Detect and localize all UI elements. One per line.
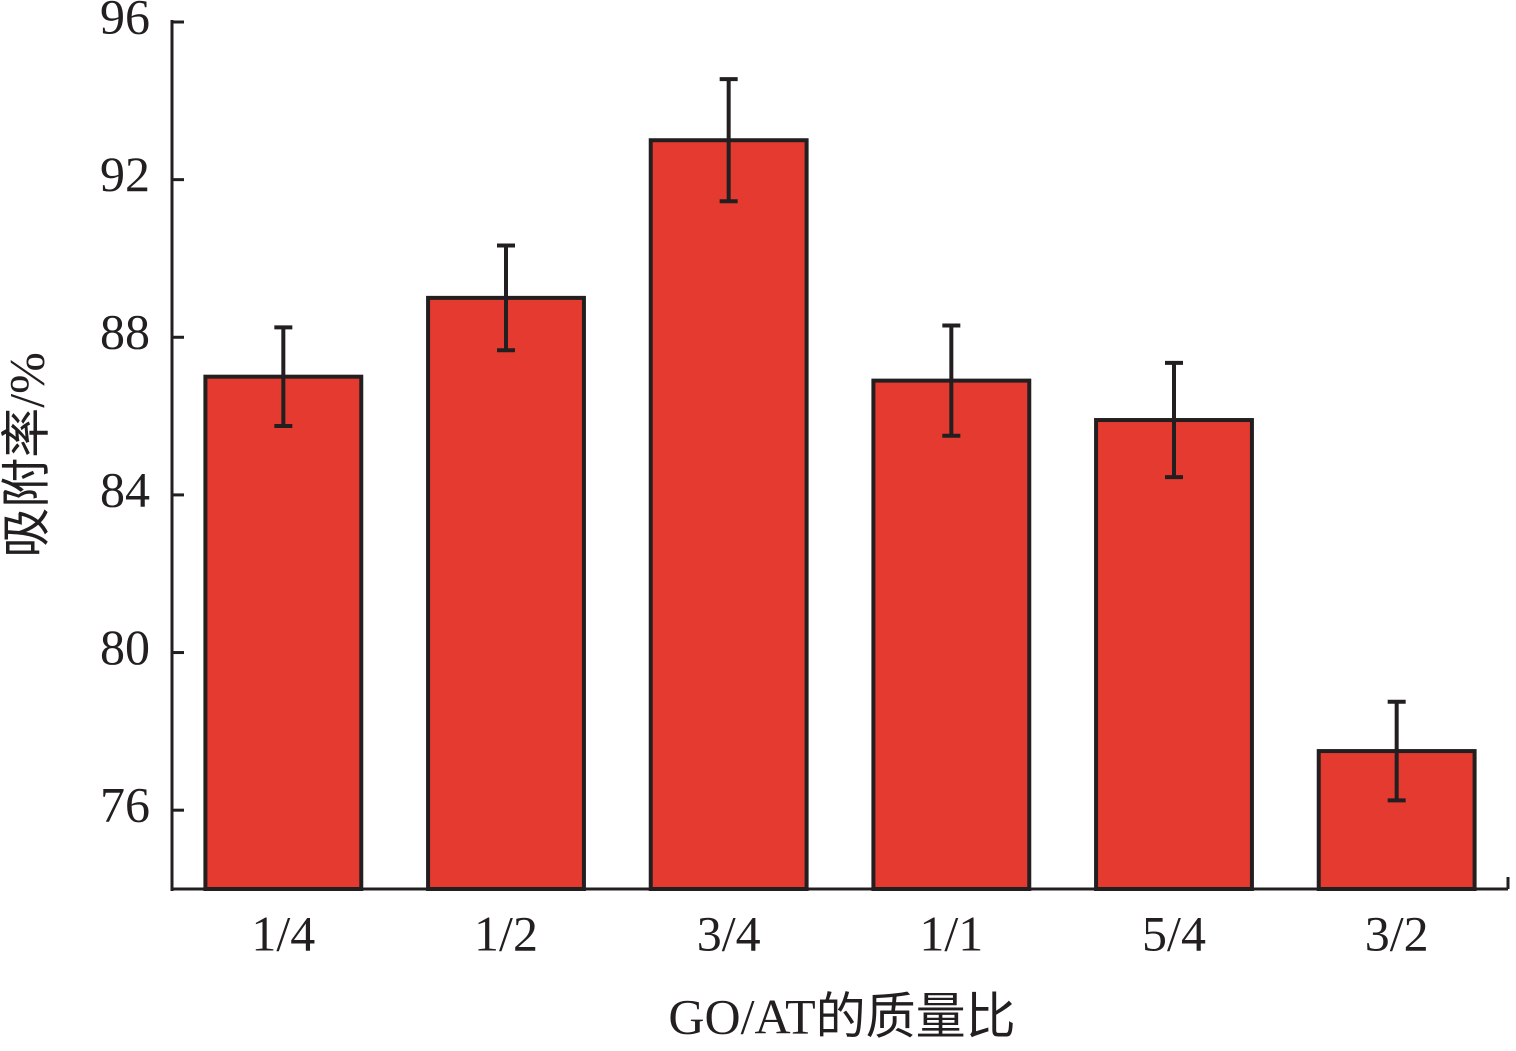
- error-bar: [274, 325, 293, 428]
- x-tick-label: 1/4: [251, 905, 315, 961]
- x-tick-label: 5/4: [1142, 905, 1206, 961]
- bar: [203, 374, 364, 891]
- y-tick-label: 92: [100, 146, 150, 202]
- bar: [426, 295, 586, 891]
- x-tick-label: 1/1: [919, 905, 983, 961]
- bar: [1094, 418, 1254, 891]
- bar: [648, 138, 809, 891]
- x-tick-label: 1/2: [474, 905, 538, 961]
- x-tick-label: 3/2: [1365, 905, 1429, 961]
- error-bar: [719, 77, 738, 204]
- bar: [871, 378, 1032, 891]
- x-axis-label: GO/AT的质量比: [668, 988, 1015, 1044]
- y-tick-label: 88: [100, 304, 150, 360]
- y-tick-label: 84: [100, 461, 150, 517]
- error-bar: [1387, 699, 1406, 803]
- error-bar: [942, 323, 961, 438]
- y-tick-label: 96: [100, 0, 150, 44]
- y-tick-label: 80: [100, 619, 150, 675]
- y-tick-label: 76: [100, 777, 150, 833]
- error-bar: [497, 243, 515, 353]
- x-tick-label: 3/4: [697, 905, 761, 961]
- error-bar: [1165, 360, 1183, 480]
- y-axis-label: 吸附率/%: [0, 352, 54, 558]
